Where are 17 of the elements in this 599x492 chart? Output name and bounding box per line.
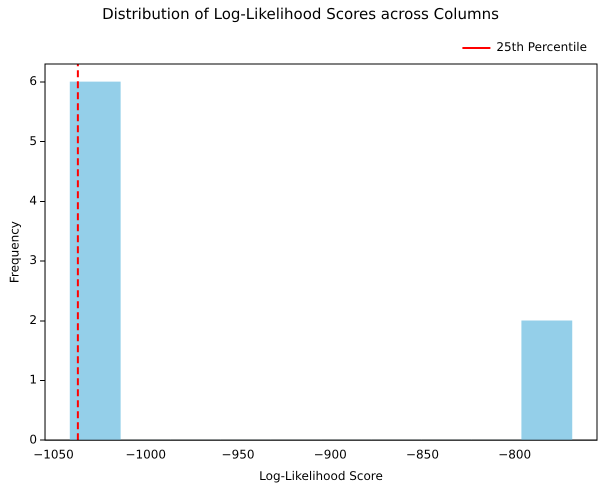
chart-title: Distribution of Log-Likelihood Scores across Columns [102, 4, 500, 23]
y-tick-label: 5 [29, 134, 38, 148]
y-tick-label: 6 [29, 74, 38, 88]
x-tick-label: −1050 [33, 448, 74, 462]
x-tick-label: −900 [314, 448, 347, 462]
y-tick-label: 0 [29, 432, 38, 446]
x-tick-label: −800 [498, 448, 532, 462]
x-tick-label: −1000 [125, 448, 166, 462]
y-tick-label: 3 [29, 253, 38, 268]
x-axis-title: Log-Likelihood Score [259, 468, 383, 483]
y-tick-label: 4 [29, 193, 38, 208]
x-tick-label: −850 [406, 448, 439, 462]
y-tick-label: 1 [29, 372, 38, 387]
y-tick-label: 2 [29, 312, 38, 327]
y-axis-title: Frequency [7, 221, 22, 284]
legend-label: 25th Percentile [496, 40, 588, 54]
x-tick-label: −950 [222, 448, 254, 462]
